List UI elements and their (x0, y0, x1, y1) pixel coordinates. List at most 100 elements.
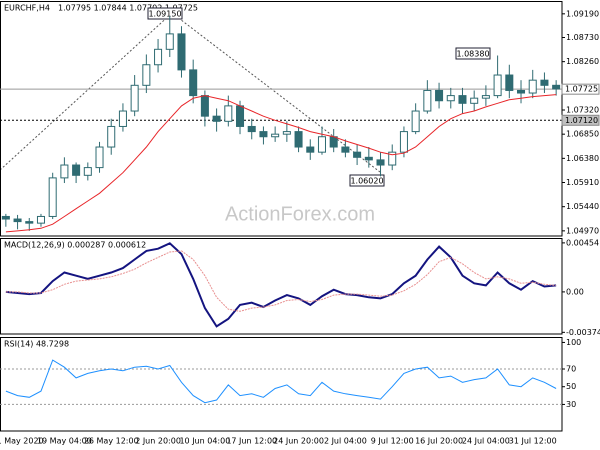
candle-body (72, 164, 81, 176)
y-tick-label: 1.05910 (566, 178, 599, 187)
moving-average (5, 94, 557, 233)
x-tick-label: 2 Jul 04:00 (324, 437, 367, 446)
y-tick-label: 30 (566, 400, 576, 409)
indicator-line (5, 242, 557, 328)
candle-body (259, 131, 268, 138)
candle-body (165, 33, 174, 50)
price-label: 1.07120 (565, 116, 598, 125)
candle-body (13, 218, 22, 223)
y-tick-label: 1.04970 (566, 226, 599, 235)
annotation-box (349, 174, 385, 187)
x-tick-label: 10 Jun 04:00 (179, 437, 230, 446)
y-tick-label: 1.07320 (566, 106, 599, 115)
annotation: 1.06020 (350, 177, 383, 186)
price-label-box (561, 83, 600, 95)
candle-body (247, 125, 256, 133)
x-tick-label: 31 Jul 12:00 (509, 437, 557, 446)
x-tick-label: 9 Jul 12:00 (371, 437, 414, 446)
candle-body (435, 89, 444, 102)
candle-body (130, 84, 139, 112)
y-tick-label: 1.08730 (566, 33, 599, 42)
candle-body (36, 215, 45, 224)
annotation: 1.08380 (456, 50, 489, 59)
y-tick-label: 1.05440 (566, 202, 599, 211)
y-tick-label: 1.06380 (566, 154, 599, 163)
candle-body (154, 48, 163, 66)
indicator-line (5, 359, 557, 404)
y-tick-label: 50 (566, 382, 576, 391)
candle-body (189, 69, 198, 97)
candle-body (376, 159, 385, 166)
indicator-line (5, 250, 557, 312)
candle-body (470, 97, 479, 104)
x-tick-label: 24 Jul 04:00 (462, 437, 510, 446)
x-tick-label: 26 May 12:00 (84, 437, 139, 446)
price-label: 1.07725 (565, 85, 598, 94)
annotation-box (455, 47, 491, 60)
y-tick-label: 1.06850 (566, 130, 599, 139)
y-tick-label: 1.08260 (566, 57, 599, 66)
y-tick-label: -0.003745 (566, 328, 600, 337)
x-tick-label: 19 May 04:00 (37, 437, 92, 446)
candle-body (552, 84, 561, 90)
candle-body (60, 164, 69, 179)
y-tick-label: 1.09190 (566, 9, 599, 18)
x-tick-label: 16 Jul 20:00 (415, 437, 463, 446)
candle-body (341, 146, 350, 153)
candle-body (540, 79, 549, 86)
x-tick-label: 11 May 2020 (0, 437, 44, 446)
rsi-frame (0, 337, 563, 432)
candle-body (353, 151, 362, 158)
rsi-label: RSI(14) 48.7298 (4, 340, 69, 349)
candle-body (271, 133, 280, 138)
candle-body (493, 74, 502, 97)
candle-body (388, 151, 397, 166)
annotation: 1.09150 (148, 10, 181, 19)
x-tick-label: 24 Jun 20:00 (273, 437, 324, 446)
candle-body (83, 167, 92, 176)
candle-body (25, 221, 34, 224)
candle-body (107, 125, 116, 148)
y-tick-label: 0.00454 (566, 238, 599, 247)
candle-body (142, 64, 151, 86)
candle-body (329, 136, 338, 148)
candle-body (528, 79, 537, 94)
macd-frame (0, 238, 563, 335)
trend-line (0, 12, 173, 171)
annotation-box (147, 7, 183, 20)
candle-body (1, 215, 10, 220)
candle-body (177, 33, 186, 71)
watermark: ActionForex.com (225, 203, 375, 225)
candle-body (212, 115, 221, 122)
candle-body (236, 105, 245, 127)
candle-body (481, 95, 490, 99)
candle-body (294, 131, 303, 148)
candle-body (306, 146, 315, 153)
candle-body (505, 74, 514, 91)
candle-body (423, 89, 432, 112)
x-tick-label: 17 Jun 12:00 (226, 437, 277, 446)
candle-body (411, 110, 420, 133)
candle-body (95, 146, 104, 169)
candle-body (517, 89, 526, 94)
candle-body (118, 110, 127, 127)
y-tick-label: 100 (566, 338, 581, 347)
candle-body (224, 105, 233, 122)
candle-body (48, 177, 57, 217)
y-tick-label: 0.00 (566, 287, 584, 296)
x-tick-label: 2 Jun 20:00 (135, 437, 181, 446)
candle-body (200, 95, 209, 117)
candle-body (446, 95, 455, 102)
candle-body (458, 95, 467, 104)
candle-body (317, 136, 326, 153)
macd-label: MACD(12,26,9) 0.000287 0.000612 (4, 241, 146, 250)
price-label-box (561, 114, 600, 126)
symbol-label: EURCHF,H4 (4, 4, 50, 13)
candle-body (282, 131, 291, 135)
candle-body (364, 156, 373, 161)
ohlc-label: 1.07795 1.07844 1.07702 1.07725 (58, 4, 198, 13)
candle-body (399, 131, 408, 153)
